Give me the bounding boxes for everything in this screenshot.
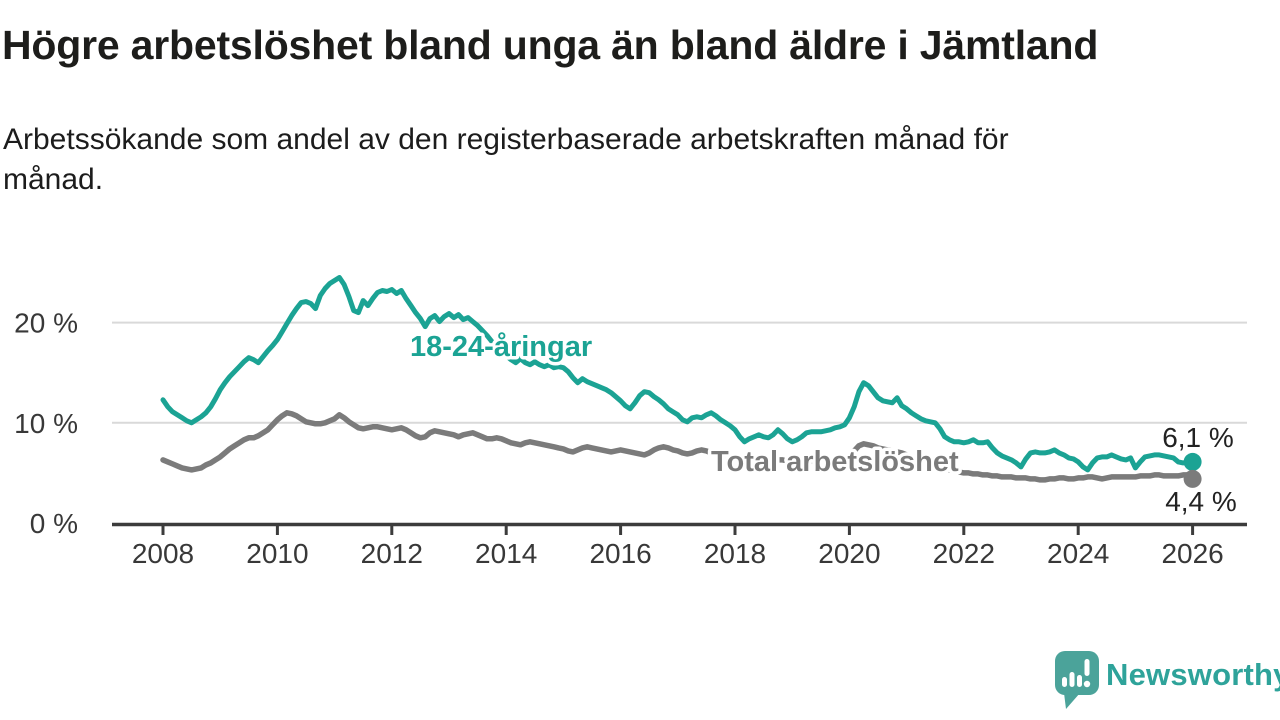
logo-bubble-tail — [1064, 693, 1080, 709]
logo-bar-2 — [1069, 672, 1075, 687]
y-tick-label: 20 % — [14, 308, 78, 339]
y-tick-label: 0 % — [30, 508, 78, 539]
logo-exclamation-bar — [1084, 659, 1090, 676]
x-tick-label: 2012 — [361, 538, 423, 569]
x-tick-label: 2016 — [589, 538, 651, 569]
logo-exclamation-dot — [1083, 680, 1091, 688]
chart-title: Högre arbetslöshet bland unga än bland ä… — [2, 22, 1099, 68]
x-tick-label: 2022 — [933, 538, 995, 569]
end-dot-total — [1183, 469, 1202, 488]
x-tick-label: 2010 — [246, 538, 308, 569]
x-tick-label: 2014 — [475, 538, 537, 569]
end-dot-18-24 — [1183, 452, 1202, 471]
logo-bubble — [1055, 651, 1099, 695]
newsworthy-logo-icon — [1055, 651, 1099, 709]
x-tick-label: 2008 — [132, 538, 194, 569]
end-value-label-18-24: 6,1 % — [1162, 422, 1234, 453]
x-tick-label: 2024 — [1047, 538, 1109, 569]
x-tick-label: 2018 — [704, 538, 766, 569]
series-line-18-24 — [160, 275, 1196, 473]
series-label-18-24: 18-24-åringar — [410, 331, 592, 363]
logo-bar-1 — [1062, 677, 1067, 687]
logo-bar-3 — [1077, 675, 1082, 687]
newsworthy-logo-text: Newsworthy — [1106, 657, 1280, 692]
y-tick-label: 10 % — [14, 408, 78, 439]
x-tick-label: 2020 — [818, 538, 880, 569]
chart-subtitle: Arbetssökande som andel av den registerb… — [3, 123, 1009, 196]
series-line-total — [160, 410, 1196, 483]
end-value-label-total: 4,4 % — [1165, 486, 1237, 517]
x-tick-label: 2026 — [1161, 538, 1223, 569]
series-label-total: Total arbetslöshet — [711, 446, 959, 478]
